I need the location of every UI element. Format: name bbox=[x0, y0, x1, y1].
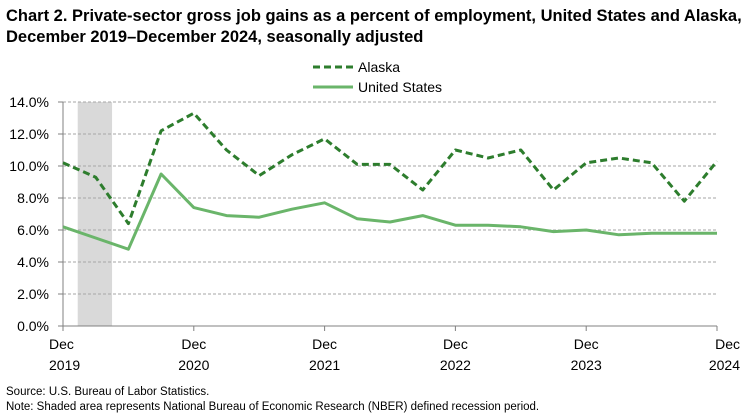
x-tick-year: 2022 bbox=[440, 357, 471, 373]
legend-label: Alaska bbox=[358, 59, 400, 75]
x-tick-year: 2020 bbox=[178, 357, 209, 373]
recession-band-layer bbox=[77, 102, 113, 326]
chart-title: Chart 2. Private-sector gross job gains … bbox=[6, 7, 742, 46]
line-chart: 0.0% 2.0% 4.0% 6.0% 8.0% 10.0% 12.0% 14.0% Dec 2… bbox=[9, 59, 740, 373]
series-lines bbox=[62, 111, 719, 251]
y-tick-label: 6.0% bbox=[17, 222, 49, 238]
x-tick-year: 2024 bbox=[709, 357, 740, 373]
gridlines bbox=[63, 101, 717, 295]
x-tick-year: 2019 bbox=[49, 357, 80, 373]
y-tick-labels: 0.0% 2.0% 4.0% 6.0% 8.0% 10.0% 12.0% 14.0% bbox=[9, 94, 49, 334]
x-tick-year: 2023 bbox=[571, 357, 602, 373]
x-tick-month: Dec bbox=[443, 336, 468, 352]
x-tick-month: Dec bbox=[49, 336, 74, 352]
source-note: Source: U.S. Bureau of Labor Statistics. bbox=[6, 386, 210, 398]
x-tick-year: 2021 bbox=[309, 357, 340, 373]
legend-label: United States bbox=[358, 79, 442, 95]
x-tick-month: Dec bbox=[312, 336, 337, 352]
x-tick-month: Dec bbox=[181, 336, 206, 352]
chart-notes: Source: U.S. Bureau of Labor Statistics.… bbox=[6, 385, 539, 415]
x-tick-labels: Dec 2019 Dec 2020 Dec 2021 Dec 2022 Dec 2023 Dec 20… bbox=[49, 336, 740, 373]
recession-band bbox=[77, 102, 113, 326]
axes bbox=[58, 101, 718, 331]
y-tick-label: 4.0% bbox=[17, 254, 49, 270]
y-tick-label: 10.0% bbox=[9, 158, 49, 174]
y-tick-label: 8.0% bbox=[17, 190, 49, 206]
legend: Alaska United States bbox=[313, 59, 442, 95]
y-tick-label: 12.0% bbox=[9, 126, 49, 142]
y-tick-label: 14.0% bbox=[9, 94, 49, 110]
y-tick-label: 2.0% bbox=[17, 286, 49, 302]
x-tick-month: Dec bbox=[715, 336, 740, 352]
x-tick-month: Dec bbox=[574, 336, 599, 352]
y-tick-label: 0.0% bbox=[17, 318, 49, 334]
recession-note: Note: Shaded area represents National Bu… bbox=[6, 401, 540, 413]
series-line-united-states bbox=[62, 172, 717, 251]
series-line-alaska bbox=[62, 111, 719, 226]
